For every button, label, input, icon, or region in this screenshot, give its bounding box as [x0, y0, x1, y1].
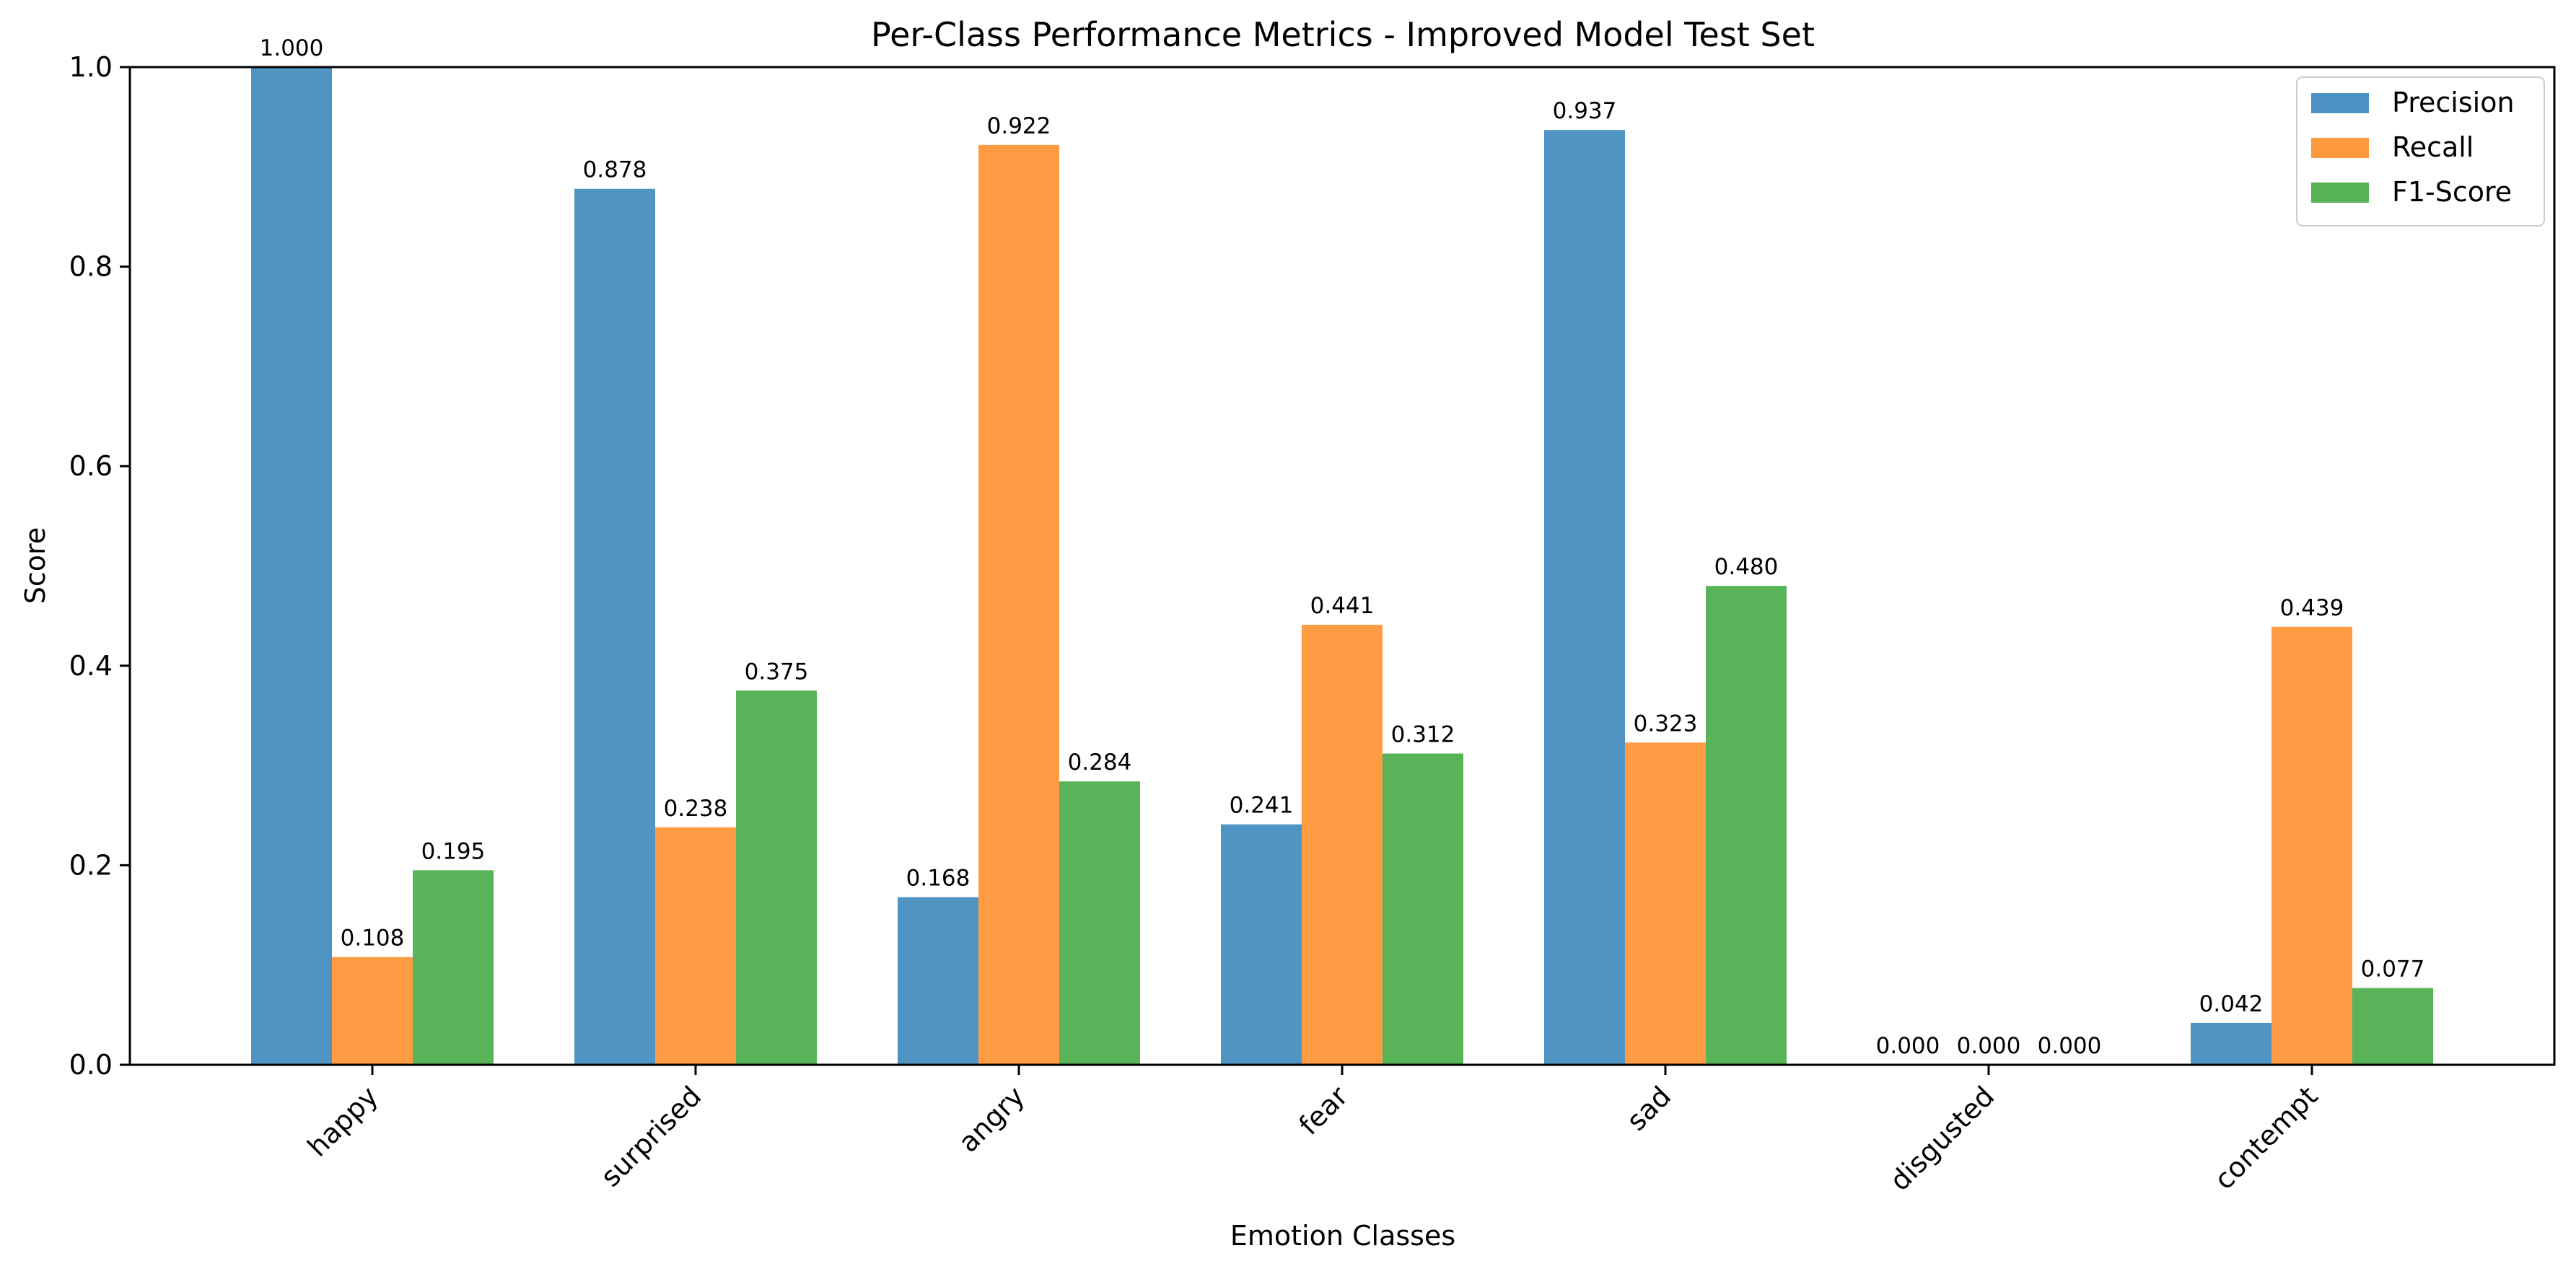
bar-recall: [1625, 742, 1706, 1065]
value-label-recall: 0.108: [341, 926, 405, 952]
bar-precision: [1221, 824, 1302, 1065]
value-label-f1-score: 0.077: [2361, 957, 2425, 983]
value-label-f1-score: 0.375: [745, 659, 809, 685]
y-axis: 0.0 0.2 0.4 0.6 0.8 1.0: [69, 51, 130, 1081]
legend-label: F1-Score: [2392, 176, 2512, 208]
value-label-precision: 0.937: [1553, 98, 1617, 124]
value-label-f1-score: 0.284: [1068, 750, 1132, 776]
legend-label: Precision: [2392, 87, 2515, 118]
value-label-f1-score: 0.312: [1391, 722, 1455, 748]
value-label-precision: 0.168: [906, 866, 971, 892]
bar-recall: [332, 957, 413, 1065]
y-tick-label: 0.2: [69, 849, 113, 881]
y-tick-label: 1.0: [69, 51, 113, 83]
bar-f1-score: [1706, 586, 1787, 1065]
value-label-f1-score: 0.000: [2038, 1033, 2102, 1059]
bar-precision: [574, 188, 655, 1065]
legend-swatch: [2311, 138, 2369, 158]
y-tick-label: 0.8: [69, 251, 113, 283]
bar-f1-score: [1383, 753, 1463, 1065]
value-label-f1-score: 0.480: [1714, 554, 1779, 580]
bar-recall: [978, 144, 1059, 1065]
legend: Precision Recall F1-Score: [2296, 76, 2545, 227]
value-labels-layer: 1.000 0.878 0.168 0.241 0.937 0.000 0.042 0.108…: [260, 35, 2425, 1059]
value-label-precision: 1.000: [260, 35, 324, 61]
bar-f1-score: [736, 690, 817, 1065]
bar-precision: [2191, 1022, 2271, 1065]
y-tick-label: 0.0: [69, 1049, 113, 1081]
value-label-precision: 0.241: [1230, 793, 1294, 819]
bar-f1-score: [413, 870, 494, 1065]
value-label-f1-score: 0.195: [421, 838, 486, 864]
y-tick-label: 0.6: [69, 450, 113, 482]
value-label-recall: 0.000: [1957, 1033, 2021, 1059]
value-label-recall: 0.922: [987, 113, 1051, 139]
bar-f1-score: [2352, 988, 2433, 1065]
value-label-recall: 0.323: [1634, 711, 1698, 737]
bar-precision: [251, 67, 332, 1065]
legend-swatch: [2311, 183, 2369, 203]
legend-swatch: [2311, 93, 2369, 113]
bar-precision: [898, 897, 978, 1065]
bar-recall: [1302, 625, 1383, 1065]
value-label-recall: 0.439: [2280, 595, 2344, 621]
bar-f1-score: [1059, 781, 1140, 1065]
bar-recall: [655, 827, 736, 1065]
value-label-precision: 0.000: [1876, 1033, 1940, 1059]
y-tick-label: 0.4: [69, 650, 113, 682]
bars-layer: [251, 67, 2433, 1065]
y-axis-label: Score: [19, 527, 51, 604]
value-label-precision: 0.878: [583, 157, 647, 183]
legend-label: Recall: [2392, 131, 2474, 163]
value-label-recall: 0.441: [1310, 593, 1375, 619]
bar-precision: [1544, 130, 1625, 1065]
value-label-precision: 0.042: [2199, 991, 2264, 1017]
chart-title: Per-Class Performance Metrics - Improved…: [871, 15, 1815, 54]
value-label-recall: 0.238: [664, 796, 728, 822]
bar-recall: [2271, 626, 2352, 1065]
x-axis-label: Emotion Classes: [1230, 1220, 1455, 1252]
